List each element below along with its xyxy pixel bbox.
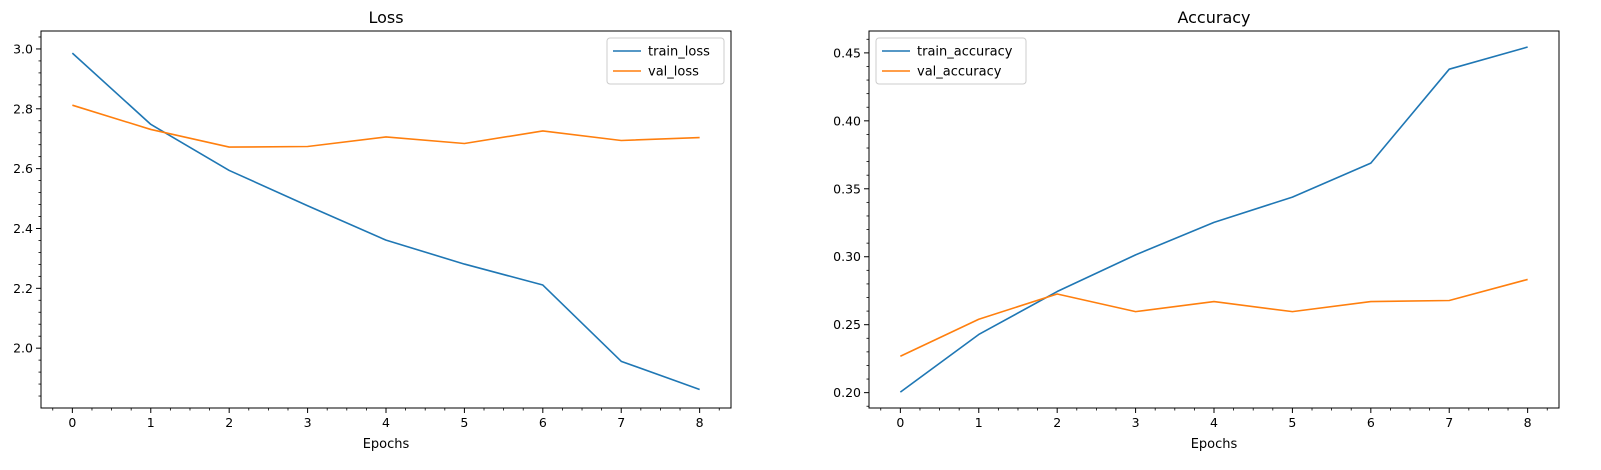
x-tick-label: 5 (1288, 415, 1296, 430)
legend: train_accuracy val_accuracy (875, 37, 1027, 85)
chart-title: Accuracy (1177, 8, 1250, 27)
x-tick-label: 1 (975, 415, 983, 430)
x-tick-label: 1 (147, 415, 155, 430)
x-tick-label: 3 (1132, 415, 1140, 430)
legend-label: val_accuracy (917, 65, 1002, 80)
x-tick-label: 5 (460, 415, 468, 430)
series-line-train_accuracy (899, 46, 1528, 393)
x-tick-label: 0 (68, 415, 76, 430)
x-tick-label: 7 (1445, 415, 1453, 430)
x-axis-label: Epochs (363, 437, 410, 452)
y-tick-label: 0.20 (833, 385, 861, 400)
legend-label: train_loss (648, 45, 710, 60)
y-tick-label: 2.0 (13, 341, 33, 356)
y-tick-label: 2.6 (13, 161, 33, 176)
x-tick-label: 6 (1367, 415, 1375, 430)
y-tick-label: 0.45 (833, 45, 861, 60)
x-tick-label: 2 (225, 415, 233, 430)
chart-title: Loss (368, 8, 403, 27)
y-tick-label: 0.30 (833, 249, 861, 264)
series-line-train_loss (71, 52, 700, 391)
x-tick-label: 7 (617, 415, 625, 430)
y-tick-label: 3.0 (13, 41, 33, 56)
legend-box (606, 37, 725, 85)
x-tick-label: 3 (304, 415, 312, 430)
series-line-val_loss (72, 104, 700, 148)
series-line-val_accuracy (900, 278, 1528, 357)
x-tick-label: 8 (696, 415, 704, 430)
legend: train_loss val_loss (606, 37, 725, 85)
y-tick-label: 2.4 (13, 221, 33, 236)
legend-label: train_accuracy (917, 45, 1013, 60)
x-tick-label: 2 (1053, 415, 1061, 430)
plot-frame (40, 30, 732, 409)
x-tick-label: 0 (896, 415, 904, 430)
plot-frame (868, 30, 1560, 409)
loss-chart: Loss Epochs 0 1 2 3 4 5 6 7 82.02.22.42.62.83.0 … (13, 8, 732, 452)
y-tick-label: 2.2 (13, 281, 33, 296)
x-tick-label: 8 (1524, 415, 1532, 430)
x-axis-label: Epochs (1191, 437, 1238, 452)
y-tick-label: 0.25 (833, 317, 861, 332)
legend-label: val_loss (648, 65, 699, 80)
legend-box (875, 37, 1027, 85)
x-tick-label: 4 (1210, 415, 1218, 430)
y-tick-label: 0.40 (833, 113, 861, 128)
accuracy-chart: Accuracy Epochs 0 1 2 3 4 5 6 7 8 0.20 0.25 0.30 0.3… (833, 8, 1560, 452)
y-tick-label: 2.8 (13, 101, 33, 116)
x-tick-label: 4 (382, 415, 390, 430)
y-tick-label: 0.35 (833, 181, 861, 196)
x-tick-label: 6 (539, 415, 547, 430)
